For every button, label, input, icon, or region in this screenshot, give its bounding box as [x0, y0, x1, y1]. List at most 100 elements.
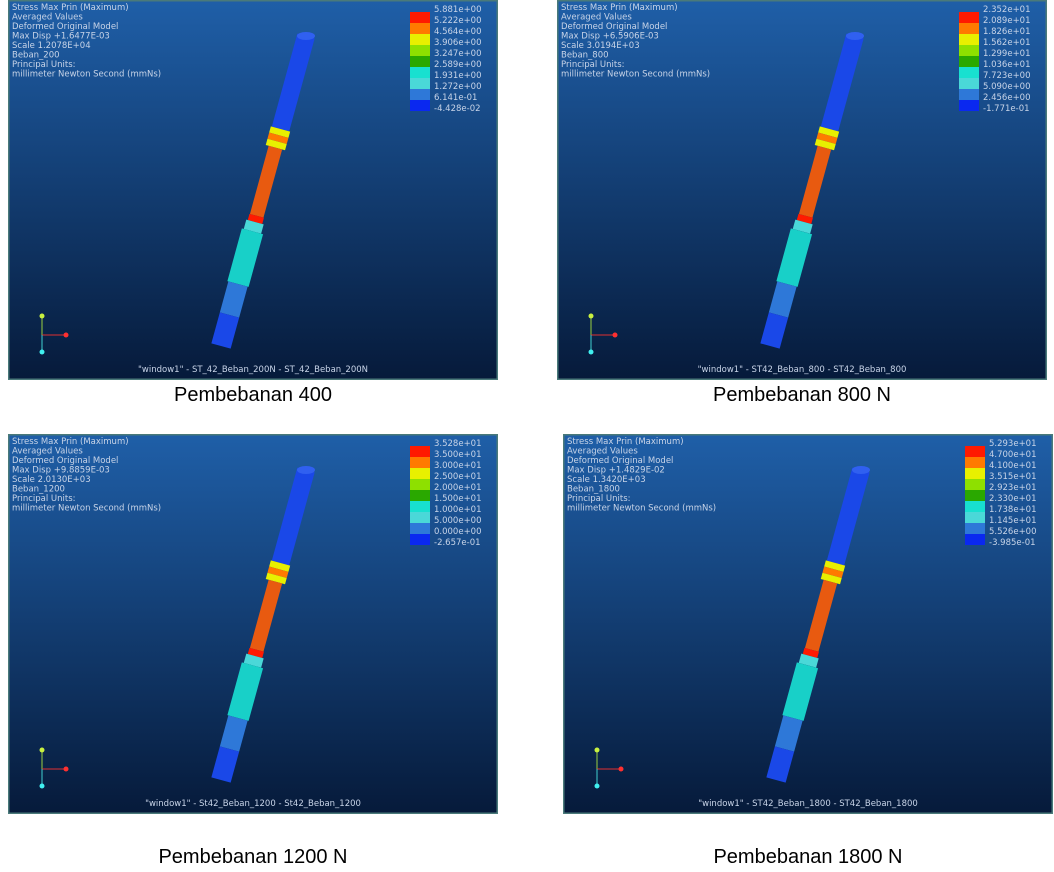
legend-swatch — [959, 56, 979, 67]
shaft-segment — [801, 222, 804, 231]
legend-label: 2.352e+01 — [983, 5, 1031, 15]
legend-label: 2.456e+00 — [983, 93, 1031, 103]
caption: Pembebanan 800 N — [557, 384, 1047, 407]
legend-swatch — [410, 512, 430, 523]
legend-label: -3.985e-01 — [989, 538, 1036, 548]
shaft-segment — [277, 569, 279, 575]
legend-swatch — [410, 34, 430, 45]
legend-swatch — [965, 534, 985, 545]
shaft-segment — [279, 129, 281, 135]
axis-dot — [595, 748, 600, 753]
shaft-segment — [776, 749, 785, 780]
legend-label: 1.826e+01 — [983, 27, 1031, 37]
info-line: Max Disp +6.5906E-03 — [561, 32, 659, 42]
window-title: "window1" - St42_Beban_1200 - St42_Beban… — [145, 799, 361, 809]
legend-swatch — [410, 45, 430, 56]
legend-label: 3.500e+01 — [434, 450, 482, 460]
info-line: Deformed Original Model — [561, 22, 667, 32]
legend-label: 1.272e+00 — [434, 82, 482, 92]
legend-swatch — [959, 89, 979, 100]
legend-label: 2.330e+01 — [989, 494, 1037, 504]
shaft-segment — [255, 216, 257, 222]
legend-label: 3.906e+00 — [434, 38, 482, 48]
legend-label: 2.000e+01 — [434, 483, 482, 493]
shaft-segment — [252, 222, 255, 231]
legend-label: 1.145e+01 — [989, 516, 1037, 526]
shaft-segment — [230, 284, 239, 315]
shaft-segment — [238, 231, 252, 284]
axis-dot — [64, 333, 69, 338]
info-line: Beban_1200 — [12, 485, 65, 495]
shaft-segment — [787, 231, 801, 284]
info-line: Principal Units: — [12, 494, 76, 504]
shaft-segment — [230, 718, 239, 749]
shaft-segment — [793, 665, 807, 718]
info-line: Principal Units: — [567, 494, 631, 504]
legend-label: 3.000e+01 — [434, 461, 482, 471]
legend-swatch — [410, 78, 430, 89]
window-title: "window1" - ST42_Beban_800 - ST42_Beban_… — [698, 365, 907, 375]
fea-view: Stress Max Prin (Maximum)Averaged Values… — [8, 434, 498, 814]
info-line: Stress Max Prin (Maximum) — [561, 3, 678, 13]
legend-swatch — [965, 501, 985, 512]
axis-dot — [40, 314, 45, 319]
legend-label: 3.515e+01 — [989, 472, 1037, 482]
shaft-end — [846, 32, 864, 40]
info-line: Scale 1.2078E+04 — [12, 41, 91, 51]
figure: Stress Max Prin (Maximum)Averaged Values… — [0, 0, 1054, 872]
legend-label: 5.293e+01 — [989, 439, 1037, 449]
info-line: Max Disp +9.8859E-03 — [12, 466, 110, 476]
legend-swatch — [965, 523, 985, 534]
legend-label: 3.247e+00 — [434, 49, 482, 59]
info-line: Max Disp +1.4829E-02 — [567, 466, 665, 476]
shaft-segment — [255, 650, 257, 656]
legend-label: -4.428e-02 — [434, 104, 481, 114]
legend-swatch — [410, 23, 430, 34]
info-line: Scale 1.3420E+03 — [567, 475, 646, 485]
shaft-segment — [826, 135, 828, 141]
axis-dot — [613, 333, 618, 338]
legend-label: 5.000e+00 — [434, 516, 482, 526]
info-line: Max Disp +1.6477E-03 — [12, 32, 110, 42]
info-line: Beban_1800 — [567, 485, 620, 495]
legend-label: -1.771e-01 — [983, 104, 1030, 114]
info-line: Beban_800 — [561, 51, 609, 61]
legend-label: 1.299e+01 — [983, 49, 1031, 59]
legend-label: 5.090e+00 — [983, 82, 1031, 92]
info-line: Stress Max Prin (Maximum) — [12, 3, 129, 13]
legend-swatch — [965, 446, 985, 457]
legend-label: 1.036e+01 — [983, 60, 1031, 70]
info-line: millimeter Newton Second (mmNs) — [561, 70, 710, 80]
legend-label: 7.723e+00 — [983, 71, 1031, 81]
info-line: Principal Units: — [12, 60, 76, 70]
info-line: Stress Max Prin (Maximum) — [567, 437, 684, 447]
shaft-segment — [832, 569, 834, 575]
shaft-segment — [779, 284, 788, 315]
legend-label: 2.589e+00 — [434, 60, 482, 70]
legend-label: 1.931e+00 — [434, 71, 482, 81]
info-line: Beban_200 — [12, 51, 60, 61]
shaft-segment — [221, 749, 230, 780]
axis-dot — [589, 350, 594, 355]
legend-label: 5.526e+00 — [989, 527, 1037, 537]
legend-label: 5.222e+00 — [434, 16, 482, 26]
legend-swatch — [410, 479, 430, 490]
fea-view: Stress Max Prin (Maximum)Averaged Values… — [8, 0, 498, 380]
legend-swatch — [410, 67, 430, 78]
legend-label: 0.000e+00 — [434, 527, 482, 537]
legend-label: 1.562e+01 — [983, 38, 1031, 48]
legend-swatch — [965, 457, 985, 468]
legend-swatch — [410, 490, 430, 501]
shaft-end — [297, 466, 315, 474]
caption: Pembebanan 400 — [8, 384, 498, 407]
legend-label: 6.141e-01 — [434, 93, 477, 103]
info-line: Averaged Values — [12, 13, 83, 23]
info-line: millimeter Newton Second (mmNs) — [12, 504, 161, 514]
legend-label: 3.528e+01 — [434, 439, 482, 449]
axis-dot — [589, 314, 594, 319]
shaft-segment — [252, 656, 255, 665]
axis-dot — [40, 784, 45, 789]
info-line: Averaged Values — [12, 447, 83, 457]
shaft-segment — [810, 650, 812, 656]
shaft-segment — [275, 141, 277, 147]
